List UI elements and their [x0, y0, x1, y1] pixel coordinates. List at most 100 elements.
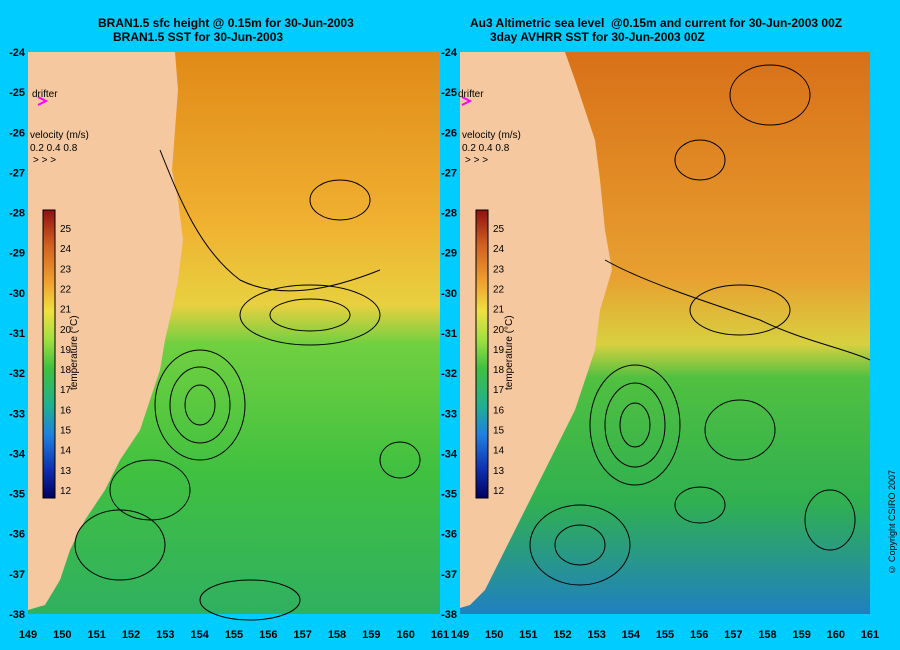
- colorbar-tick-label: 14: [60, 446, 72, 457]
- lon-tick-label: 161: [431, 629, 449, 641]
- lon-tick-label: 158: [328, 629, 346, 641]
- colorbar-tick-label: 15: [493, 426, 505, 437]
- lon-tick-label: 149: [451, 629, 469, 641]
- colorbar-tick-label: 13: [493, 466, 505, 477]
- lon-tick-label: 153: [156, 629, 174, 641]
- colorbar-tick-label: 13: [60, 466, 72, 477]
- lon-tick-label: 154: [622, 629, 641, 641]
- lon-tick-label: 152: [122, 629, 140, 641]
- right-drifter-marker: [461, 96, 473, 106]
- right-title-line2: 3day AVHRR SST for 30-Jun-2003 00Z: [490, 30, 705, 44]
- lat-tick-label: -35: [441, 489, 457, 501]
- left-velocity-scale: 0.2 0.4 0.8: [30, 143, 78, 154]
- lat-tick-label: -37: [9, 569, 25, 581]
- lon-tick-label: 152: [553, 629, 571, 641]
- colorbar-tick-label: 21: [493, 305, 505, 316]
- lat-tick-label: -30: [441, 288, 457, 300]
- lon-tick-label: 161: [861, 629, 879, 641]
- lon-tick-label: 149: [19, 629, 37, 641]
- right-colorbar-label: temperature (°C): [504, 315, 515, 390]
- colorbar-tick-label: 22: [60, 284, 72, 295]
- lat-tick-label: -38: [9, 609, 25, 621]
- right-colorbar: [475, 209, 489, 499]
- colorbar-tick-label: 12: [60, 486, 72, 497]
- left-land-mass: [28, 52, 183, 610]
- left-title-line1: BRAN1.5 sfc height @ 0.15m for 30-Jun-20…: [98, 16, 354, 30]
- colorbar-tick-label: 16: [60, 405, 72, 416]
- colorbar-tick-label: 15: [60, 426, 72, 437]
- left-drifter-marker: [37, 96, 49, 106]
- colorbar-tick-label: 14: [493, 446, 505, 457]
- lon-tick-label: 157: [724, 629, 742, 641]
- lon-tick-label: 150: [53, 629, 71, 641]
- lon-tick-label: 151: [519, 629, 537, 641]
- left-contours: [74, 149, 421, 621]
- lat-tick-label: -34: [441, 448, 458, 460]
- right-colorbar-ticks: 25 24 23 22 21 20 19 18 17 16 15 14 13 12: [493, 224, 505, 497]
- colorbar-tick-label: 22: [493, 284, 505, 295]
- lat-tick-label: -29: [441, 248, 457, 260]
- lat-tick-label: -29: [9, 248, 25, 260]
- lat-tick-label: -27: [441, 167, 457, 179]
- left-lon-ticks: 149 150 151 152 153 154 155 156 157 158 159 160 161: [19, 629, 449, 641]
- lat-tick-label: -24: [9, 47, 26, 59]
- lat-tick-label: -27: [9, 167, 25, 179]
- lat-tick-label: -33: [9, 408, 25, 420]
- colorbar-tick-label: 17: [493, 385, 505, 396]
- colorbar-tick-label: 24: [60, 244, 72, 255]
- lon-tick-label: 159: [792, 629, 810, 641]
- colorbar-tick-label: 25: [493, 224, 505, 235]
- right-lon-ticks: 149 150 151 152 153 154 155 156 157 158 159 160 161: [451, 629, 879, 641]
- lat-tick-label: -33: [441, 408, 457, 420]
- lat-tick-label: -31: [441, 328, 457, 340]
- colorbar-tick-label: 16: [493, 405, 505, 416]
- lat-tick-label: -25: [9, 87, 25, 99]
- lat-tick-label: -30: [9, 288, 25, 300]
- colorbar-tick-label: 18: [60, 365, 72, 376]
- lat-tick-label: -38: [441, 609, 457, 621]
- lon-tick-label: 153: [587, 629, 605, 641]
- left-title-line2: BRAN1.5 SST for 30-Jun-2003: [113, 30, 284, 44]
- left-colorbar-ticks: 25 24 23 22 21 20 19 18 17 16 15 14 13 12: [60, 224, 72, 497]
- lon-tick-label: 160: [396, 629, 414, 641]
- colorbar-tick-label: 23: [60, 264, 72, 275]
- colorbar-tick-label: 24: [493, 244, 505, 255]
- lat-tick-label: -34: [9, 448, 26, 460]
- colorbar-tick-label: 12: [493, 486, 505, 497]
- right-drifter-label: drifter: [458, 89, 484, 100]
- lat-tick-label: -25: [441, 87, 457, 99]
- right-lat-ticks: -24 -25 -26 -27 -28 -29 -30 -31 -32 -33 -34 -35 -36 -…: [441, 47, 458, 621]
- lon-tick-label: 154: [190, 629, 209, 641]
- lon-tick-label: 158: [758, 629, 776, 641]
- copyright-notice: © Copyright CSIRO 2007: [887, 470, 897, 575]
- lat-tick-label: -36: [9, 529, 25, 541]
- lon-tick-label: 155: [225, 629, 243, 641]
- lat-tick-label: -37: [441, 569, 457, 581]
- lat-tick-label: -26: [441, 127, 457, 139]
- colorbar-tick-label: 25: [60, 224, 72, 235]
- lon-tick-label: 160: [827, 629, 845, 641]
- colorbar-tick-label: 18: [493, 365, 505, 376]
- left-lat-ticks: -24 -25 -26 -27 -28 -29 -30 -31 -32 -33 -34 -35 -36 -…: [9, 47, 26, 621]
- colorbar-tick-label: 17: [60, 385, 72, 396]
- right-title-line1: Au3 Altimetric sea level @0.15m and curr…: [470, 16, 843, 30]
- left-drifter-label: drifter: [32, 89, 58, 100]
- lat-tick-label: -32: [441, 368, 457, 380]
- colorbar-tick-label: 21: [60, 305, 72, 316]
- left-colorbar: [42, 209, 56, 499]
- colorbar-tick-label: 23: [493, 264, 505, 275]
- lat-tick-label: -28: [9, 208, 25, 220]
- colorbar-tick-label: 19: [60, 345, 72, 356]
- colorbar-tick-label: 20: [60, 325, 72, 336]
- lon-tick-label: 150: [485, 629, 503, 641]
- left-colorbar-label: temperature (°C): [69, 315, 80, 390]
- lon-tick-label: 156: [259, 629, 277, 641]
- lat-tick-label: -26: [9, 127, 25, 139]
- right-map-panel: drifter velocity (m/s) 0.2 0.4 0.8 > > >…: [458, 52, 871, 614]
- colorbar-tick-label: 19: [493, 345, 505, 356]
- lon-tick-label: 159: [362, 629, 380, 641]
- lat-tick-label: -32: [9, 368, 25, 380]
- colorbar-tick-label: 20: [493, 325, 505, 336]
- left-velocity-label: velocity (m/s): [30, 130, 89, 141]
- left-map-panel: drifter velocity (m/s) 0.2 0.4 0.8 > > >…: [28, 52, 440, 621]
